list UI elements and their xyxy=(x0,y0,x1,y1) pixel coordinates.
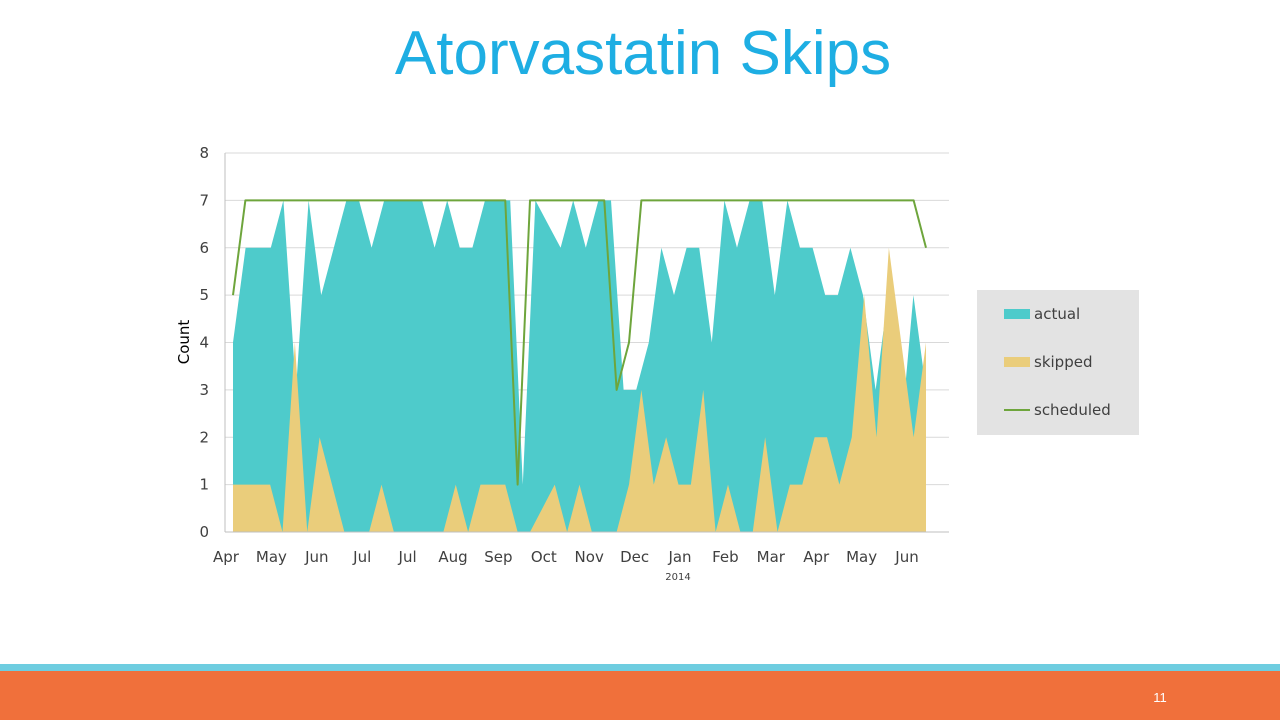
y-tick-label-0: 0 xyxy=(199,523,209,541)
x-tick-label-10: Jan xyxy=(667,548,691,566)
x-tick-label-9: Dec xyxy=(620,548,649,566)
chart-legend: actual skipped scheduled xyxy=(977,290,1139,435)
legend-label-actual: actual xyxy=(1034,305,1081,323)
x-tick-label-14: May xyxy=(846,548,877,566)
y-tick-label-2: 2 xyxy=(199,428,209,446)
x-tick-label-0: Apr xyxy=(213,548,240,566)
x-tick-label-13: Apr xyxy=(803,548,830,566)
x-tick-label-15: Jun xyxy=(894,548,918,566)
footer-stripe xyxy=(0,664,1280,671)
x-tick-label-3: Jul xyxy=(352,548,371,566)
legend-label-skipped: skipped xyxy=(1034,353,1093,371)
y-tick-label-8: 8 xyxy=(199,144,209,162)
y-tick-label-7: 7 xyxy=(199,191,209,209)
y-tick-label-5: 5 xyxy=(199,286,209,304)
chart: 0 1 2 3 4 5 6 7 8 Apr May Jun Jul Jul Aug Sep Oct Nov Dec J… xyxy=(175,144,949,583)
x-tick-label-6: Sep xyxy=(484,548,512,566)
legend-label-scheduled: scheduled xyxy=(1034,401,1111,419)
area-series-actual xyxy=(233,200,926,532)
x-tick-label-2: Jun xyxy=(304,548,328,566)
legend-item-scheduled: scheduled xyxy=(1004,400,1111,420)
area-series-skipped xyxy=(233,247,926,532)
legend-swatch-actual xyxy=(1004,309,1030,319)
y-axis-title: Count xyxy=(175,320,193,365)
y-tick-label-6: 6 xyxy=(199,239,209,257)
page-number: 11 xyxy=(1153,690,1167,705)
x-tick-label-4: Jul xyxy=(398,548,417,566)
line-series-scheduled xyxy=(232,199,927,486)
x-tick-label-7: Oct xyxy=(531,548,557,566)
legend-item-skipped: skipped xyxy=(1004,352,1092,372)
slide-title: Atorvastatin Skips xyxy=(394,19,892,88)
x-tick-label-5: Aug xyxy=(438,548,467,566)
x-tick-label-8: Nov xyxy=(575,548,604,566)
x-tick-label-11: Feb xyxy=(712,548,739,566)
y-tick-label-3: 3 xyxy=(199,381,209,399)
x-tick-sublabel-year: 2014 xyxy=(665,572,690,583)
x-tick-label-1: May xyxy=(256,548,287,566)
y-tick-label-4: 4 xyxy=(199,334,209,352)
x-tick-label-12: Mar xyxy=(757,548,786,566)
y-tick-label-1: 1 xyxy=(199,476,209,494)
legend-item-actual: actual xyxy=(1004,304,1080,324)
legend-swatch-skipped xyxy=(1004,357,1030,367)
legend-swatch-scheduled xyxy=(1004,409,1030,411)
footer-bar xyxy=(0,671,1280,720)
